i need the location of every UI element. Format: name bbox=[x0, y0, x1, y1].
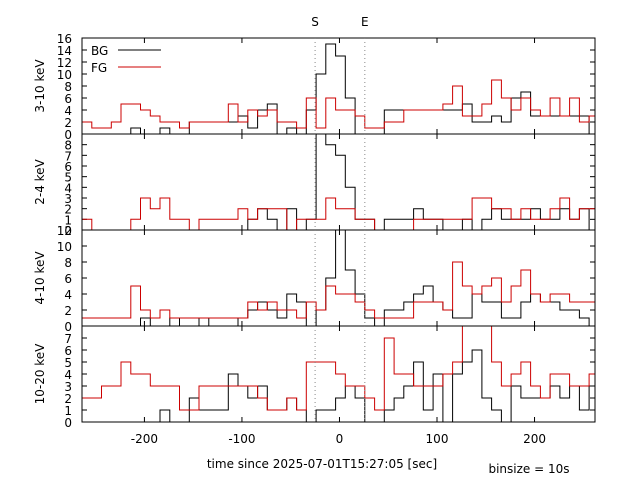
y-tick-label: 8 bbox=[64, 256, 72, 270]
y-tick-label: 14 bbox=[57, 44, 72, 58]
marker-label-s: S bbox=[311, 15, 319, 29]
y-tick-label: 4 bbox=[64, 368, 72, 382]
y-tick-label: 5 bbox=[64, 171, 72, 185]
overlay-group: -200 -100 0 100 200 S E BG FG bbox=[91, 15, 546, 446]
y-tick-label: 0 bbox=[64, 224, 72, 238]
y-tick-label: 6 bbox=[64, 272, 72, 286]
y-tick-label: 16 bbox=[57, 32, 72, 46]
y-tick-label: 2 bbox=[64, 392, 72, 406]
panel-series-group bbox=[82, 326, 595, 422]
y-tick-label: 5 bbox=[64, 356, 72, 370]
panel-frame bbox=[81, 229, 596, 327]
y-axis-label: 10-20 keV bbox=[33, 343, 47, 405]
panel-series-group bbox=[82, 43, 595, 134]
y-tick-label: 3 bbox=[64, 192, 72, 206]
y-tick-label: 3 bbox=[64, 380, 72, 394]
series-fg-line bbox=[82, 197, 595, 230]
panel-series-group bbox=[82, 134, 595, 230]
series-bg-line bbox=[82, 349, 595, 422]
marker-label-e: E bbox=[361, 15, 369, 29]
y-tick-label: 10 bbox=[57, 68, 72, 82]
y-tick-label: 10 bbox=[57, 240, 72, 254]
y-tick-label: 0 bbox=[64, 320, 72, 334]
y-tick-label: 12 bbox=[57, 56, 72, 70]
y-tick-label: 8 bbox=[64, 80, 72, 94]
y-tick-label: 6 bbox=[64, 160, 72, 174]
x-tick-label: -200 bbox=[131, 432, 158, 446]
y-tick-label: 7 bbox=[64, 332, 72, 346]
y-axis-label: 3-10 keV bbox=[33, 59, 47, 113]
panel-frame bbox=[81, 325, 596, 423]
y-tick-label: 0 bbox=[64, 128, 72, 142]
x-axis-label: time since 2025-07-01T15:27:05 [sec] bbox=[207, 457, 437, 471]
series-fg-line bbox=[82, 326, 595, 411]
y-tick-label: 1 bbox=[64, 404, 72, 418]
panel-3: 0 2 4 6 8 10 12 4-10 keV bbox=[33, 224, 596, 334]
legend-label-fg: FG bbox=[91, 61, 107, 75]
y-tick-label: 4 bbox=[64, 288, 72, 302]
y-tick-label: 1 bbox=[64, 213, 72, 227]
y-tick-label: 6 bbox=[64, 344, 72, 358]
y-tick-label: 4 bbox=[64, 181, 72, 195]
y-axis-label: 4-10 keV bbox=[33, 251, 47, 305]
x-tick-label: 100 bbox=[426, 432, 449, 446]
x-tick-label: 0 bbox=[336, 432, 344, 446]
y-tick-label: 12 bbox=[57, 224, 72, 238]
y-tick-label: 2 bbox=[64, 203, 72, 217]
series-fg-line bbox=[82, 79, 595, 129]
y-tick-label: 8 bbox=[64, 139, 72, 153]
y-tick-label: 0 bbox=[64, 416, 72, 430]
x-tick-label: 200 bbox=[523, 432, 546, 446]
y-tick-label: 2 bbox=[64, 116, 72, 130]
binsize-label: binsize = 10s bbox=[488, 462, 569, 476]
series-bg-line bbox=[82, 134, 595, 230]
series-bg-line bbox=[82, 43, 595, 134]
x-tick-label: -100 bbox=[228, 432, 255, 446]
y-tick-label: 7 bbox=[64, 149, 72, 163]
y-tick-label: 2 bbox=[64, 304, 72, 318]
series-fg-line bbox=[82, 261, 595, 319]
panel-series-group bbox=[82, 230, 595, 326]
panel-frame bbox=[81, 37, 596, 135]
legend-label-bg: BG bbox=[91, 44, 108, 58]
y-tick-label: 4 bbox=[64, 104, 72, 118]
y-tick-label: 6 bbox=[64, 92, 72, 106]
series-bg-line bbox=[82, 230, 595, 326]
panel-frame bbox=[81, 133, 596, 231]
y-axis-label: 2-4 keV bbox=[33, 158, 47, 204]
